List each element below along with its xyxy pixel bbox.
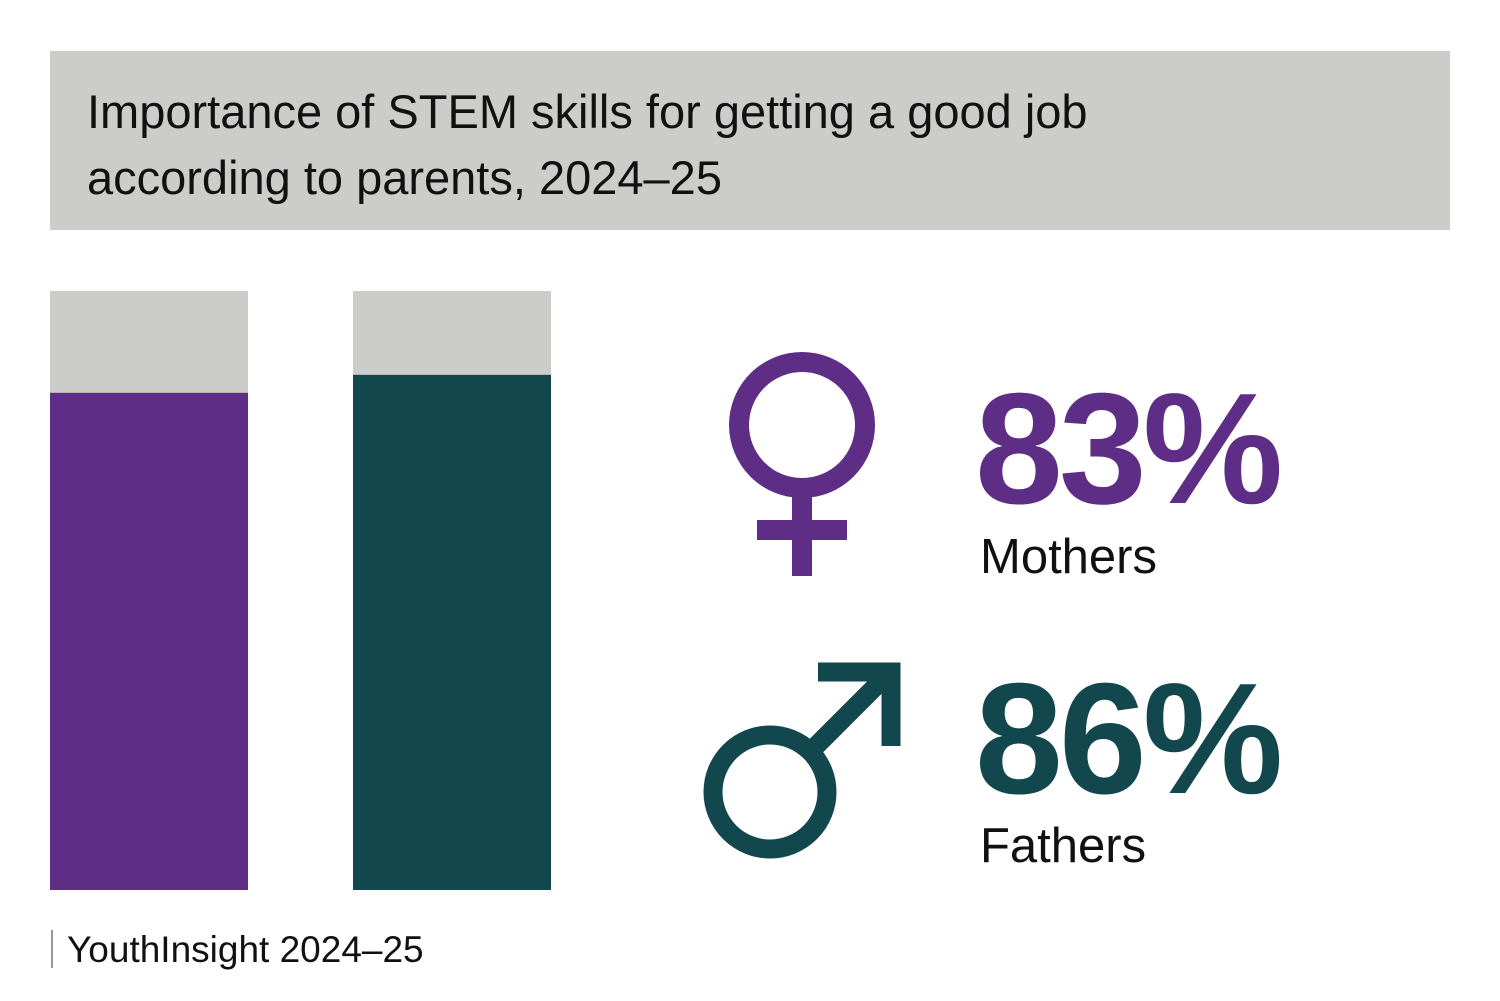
bar bbox=[353, 374, 551, 890]
category-label: Mothers bbox=[980, 530, 1157, 584]
value-label: 83% bbox=[975, 361, 1280, 537]
icon-part bbox=[703, 725, 837, 859]
icon-part bbox=[818, 662, 901, 746]
chart-title: Importance of STEM skills for getting a … bbox=[87, 85, 1088, 204]
source: YouthInsight 2024–25 bbox=[67, 929, 424, 970]
bar bbox=[50, 392, 248, 890]
male-icon bbox=[703, 662, 901, 859]
female-icon bbox=[729, 352, 875, 576]
category-label: Fathers bbox=[980, 819, 1146, 873]
title-box: Importance of STEM skills for getting a … bbox=[50, 51, 1450, 230]
value-label: 86% bbox=[975, 651, 1280, 827]
icon-part bbox=[803, 665, 897, 759]
icon-part bbox=[729, 352, 875, 498]
